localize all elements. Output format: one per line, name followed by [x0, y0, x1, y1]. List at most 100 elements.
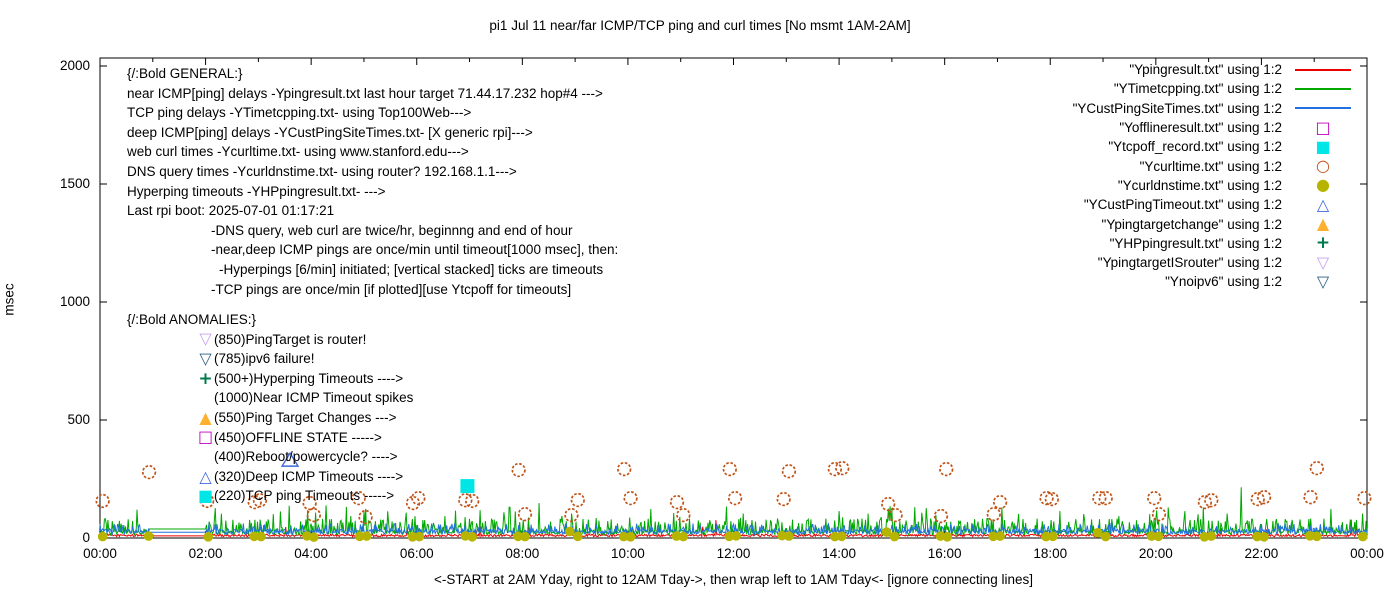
legend-entry: "Yofflineresult.txt" using 1:2 □: [1073, 118, 1364, 137]
legend-marker-cell: +: [1282, 233, 1364, 254]
anomaly-text: (550)Ping Target Changes --->: [214, 409, 397, 425]
anomaly-marker-open-triangle-up-icon: △: [199, 466, 212, 486]
legend-marker-plus-icon: +: [1315, 233, 1331, 254]
general-text-line: Hyperping timeouts -YHPpingresult.txt- -…: [127, 183, 386, 199]
anomaly-text: (400)Reboot/powercycle? ---->: [214, 449, 398, 465]
dns-time-point: [889, 531, 900, 542]
x-tick-label: 16:00: [927, 546, 962, 561]
curl-time-point: [358, 509, 373, 525]
legend-label: "Ytcpoff_record.txt" using 1:2: [1108, 139, 1282, 155]
curl-time-point: [1147, 490, 1162, 506]
legend-entry: "Ynoipv6" using 1:2 ▽: [1073, 272, 1364, 291]
dns-time-point: [1048, 531, 1058, 542]
anomaly-marker-filled-triangle-up-icon: ▲: [199, 407, 212, 427]
legend-marker-cell: ▽: [1282, 254, 1364, 271]
dns-time-point: [467, 532, 477, 542]
legend-label: "Ycurldnstime.txt" using 1:2: [1117, 177, 1282, 193]
y-tick-label: 0: [82, 530, 90, 545]
anomaly-marker-filled-square-icon: ■: [197, 486, 214, 506]
dns-time-point: [784, 531, 794, 541]
legend-entry: "YCustPingTimeout.txt" using 1:2 △: [1073, 195, 1364, 214]
legend-label: "YTimetcpping.txt" using 1:2: [1113, 81, 1282, 97]
general-text-line: {/:Bold GENERAL:}: [127, 66, 243, 81]
dns-time-point: [1252, 531, 1262, 542]
anomaly-text: (220)TCP ping Timeouts ----->: [214, 488, 395, 504]
legend-line-swatch: [1295, 87, 1351, 90]
general-text-line: deep ICMP[ping] delays -YCustPingSiteTim…: [127, 124, 533, 140]
dns-time-point: [249, 531, 259, 542]
curl-time-point: [986, 507, 1001, 522]
curl-time-point: [405, 495, 421, 511]
anomaly-text: (1000)Near ICMP Timeout spikes: [214, 390, 414, 406]
anomaly-line: □ (450)OFFLINE STATE ----->: [127, 428, 413, 448]
dns-time-point: [256, 531, 266, 542]
legend-label: "YCustPingTimeout.txt" using 1:2: [1083, 197, 1282, 213]
y-tick-label: 500: [67, 412, 90, 427]
curl-time-point: [1250, 491, 1265, 507]
legend-entry: "YTimetcpping.txt" using 1:2: [1073, 79, 1364, 98]
dns-time-point: [830, 531, 840, 542]
dns-time-point: [565, 526, 575, 537]
legend-marker-cell: △: [1282, 196, 1364, 213]
chart-title: pi1 Jul 11 near/far ICMP/TCP ping and cu…: [489, 18, 911, 33]
general-text-line: Last rpi boot: 2025-07-01 01:17:21: [127, 203, 335, 219]
legend-marker-cell: ▽: [1282, 273, 1364, 290]
dns-time-point: [407, 532, 418, 542]
curl-time-point: [1204, 493, 1219, 508]
legend-entry: "YpingtargetISrouter" using 1:2 ▽: [1073, 253, 1364, 272]
anomaly-line: □(400)Reboot/powercycle? ---->: [127, 447, 413, 467]
y-tick-label: 1000: [59, 294, 90, 309]
dns-time-point: [309, 532, 319, 542]
curl-time-point: [669, 494, 685, 510]
general-text-line: near ICMP[ping] delays -Ypingresult.txt …: [127, 85, 603, 101]
curl-time-point: [727, 490, 743, 506]
anomaly-line: □(1000)Near ICMP Timeout spikes: [127, 388, 413, 408]
curl-time-point: [933, 508, 949, 524]
legend-line-swatch-cell: [1282, 68, 1364, 71]
dns-time-point: [1357, 531, 1368, 542]
anomaly-text: (320)Deep ICMP Timeouts ---->: [214, 468, 404, 484]
legend-marker-cell: □: [1282, 119, 1364, 136]
legend-label: "YHPpingresult.txt" using 1:2: [1109, 235, 1282, 251]
legend-line-swatch-cell: [1282, 107, 1364, 110]
x-tick-label: 14:00: [822, 546, 856, 561]
curl-time-point: [722, 461, 737, 477]
curl-time-point: [302, 495, 317, 511]
dns-time-point: [143, 531, 154, 541]
curl-time-point: [781, 464, 797, 479]
curl-time-point: [835, 460, 850, 476]
curl-time-point: [200, 493, 215, 509]
curl-time-point: [939, 461, 954, 477]
dns-time-point: [1100, 531, 1111, 542]
curl-time-point: [888, 507, 903, 523]
legend-entry: "Ycurltime.txt" using 1:2 ○: [1073, 156, 1364, 175]
general-text-line: -Hyperpings [6/min] initiated; [vertical…: [219, 261, 604, 277]
x-tick-label: 22:00: [1244, 546, 1279, 561]
curl-time-point: [1092, 490, 1107, 506]
anomaly-line: ▽ (850)PingTarget is router!: [127, 330, 413, 350]
curl-time-point: [1303, 490, 1318, 505]
x-tick-label: 20:00: [1138, 546, 1173, 561]
legend: "Ypingresult.txt" using 1:2 "YTimetcpping…: [1073, 60, 1364, 292]
dns-time-point: [618, 531, 629, 542]
curl-time-point: [465, 493, 480, 509]
legend-label: "Ypingresult.txt" using 1:2: [1129, 62, 1282, 78]
curl-time-point: [1309, 460, 1324, 476]
dns-time-point: [881, 527, 892, 537]
dns-time-point: [678, 531, 689, 542]
dns-time-point: [97, 531, 108, 542]
x-tick-label: 10:00: [611, 546, 645, 561]
dns-time-point: [625, 532, 636, 542]
legend-label: "Ypingtargetchange" using 1:2: [1101, 216, 1282, 232]
curl-time-point: [623, 490, 638, 506]
legend-marker-filled-square-icon: ■: [1315, 136, 1331, 156]
curl-time-point: [676, 507, 691, 523]
dns-time-point: [1259, 532, 1269, 542]
anomaly-line: ▽ (785)ipv6 failure!: [127, 349, 413, 369]
general-text-line: -near,deep ICMP pings are once/min until…: [211, 242, 619, 258]
curl-time-point: [1357, 490, 1372, 506]
x-tick-label: 00:00: [83, 546, 117, 561]
anomaly-text: (850)PingTarget is router!: [214, 331, 367, 347]
